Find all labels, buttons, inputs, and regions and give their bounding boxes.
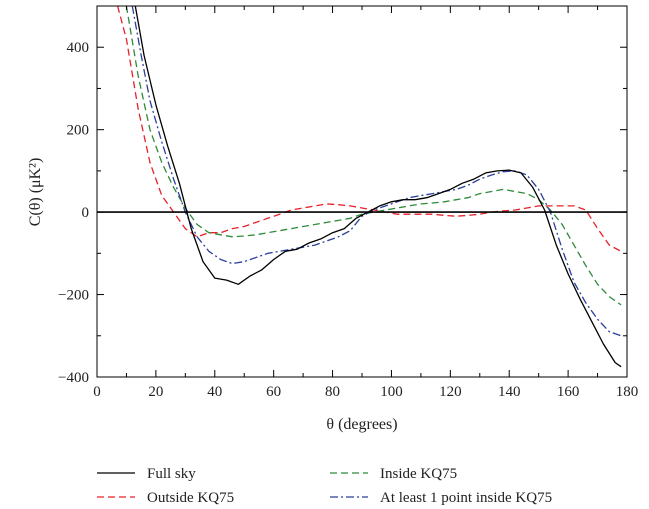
y-axis-label: C(θ) (μK²) — [27, 158, 44, 227]
series-line-1 — [116, 6, 622, 252]
series-line-2 — [125, 6, 622, 306]
tick-labels: 0 20 40 60 80 100 120 140 160 180 −400 −200 0 200 400 — [58, 40, 638, 400]
x-tick-label: 160 — [557, 384, 580, 400]
x-tick-label: 100 — [380, 384, 403, 400]
y-tick-label: 200 — [67, 123, 90, 139]
x-tick-label: 60 — [266, 384, 281, 400]
legend: Full sky Outside KQ75 Inside KQ75 At lea… — [97, 466, 552, 506]
y-tick-label: −200 — [58, 288, 89, 304]
y-tick-label: 400 — [67, 40, 90, 56]
x-tick-label: 180 — [616, 384, 639, 400]
series-layer — [116, 6, 622, 368]
legend-label-inside-kq75: Inside KQ75 — [380, 466, 457, 482]
x-tick-label: 20 — [148, 384, 163, 400]
legend-entry-inside-kq75: Inside KQ75 — [330, 466, 457, 482]
ticks-layer — [96, 6, 628, 378]
legend-label-outside-kq75: Outside KQ75 — [147, 490, 234, 506]
y-tick-label: 0 — [82, 205, 90, 221]
x-axis-label: θ (degrees) — [326, 416, 397, 433]
series-line-3 — [131, 6, 622, 337]
legend-entry-at-least-1-point: At least 1 point inside KQ75 — [330, 490, 552, 506]
legend-label-full-sky: Full sky — [147, 466, 196, 482]
legend-label-at-least-1-point: At least 1 point inside KQ75 — [380, 490, 552, 506]
x-tick-label: 40 — [207, 384, 222, 400]
x-tick-label: 80 — [325, 384, 340, 400]
legend-entry-outside-kq75: Outside KQ75 — [97, 490, 234, 506]
x-tick-label: 140 — [498, 384, 521, 400]
legend-entry-full-sky: Full sky — [97, 466, 196, 482]
series-line-0 — [134, 6, 622, 368]
x-tick-label: 0 — [93, 384, 101, 400]
x-tick-label: 120 — [439, 384, 462, 400]
y-tick-label: −400 — [58, 370, 89, 386]
